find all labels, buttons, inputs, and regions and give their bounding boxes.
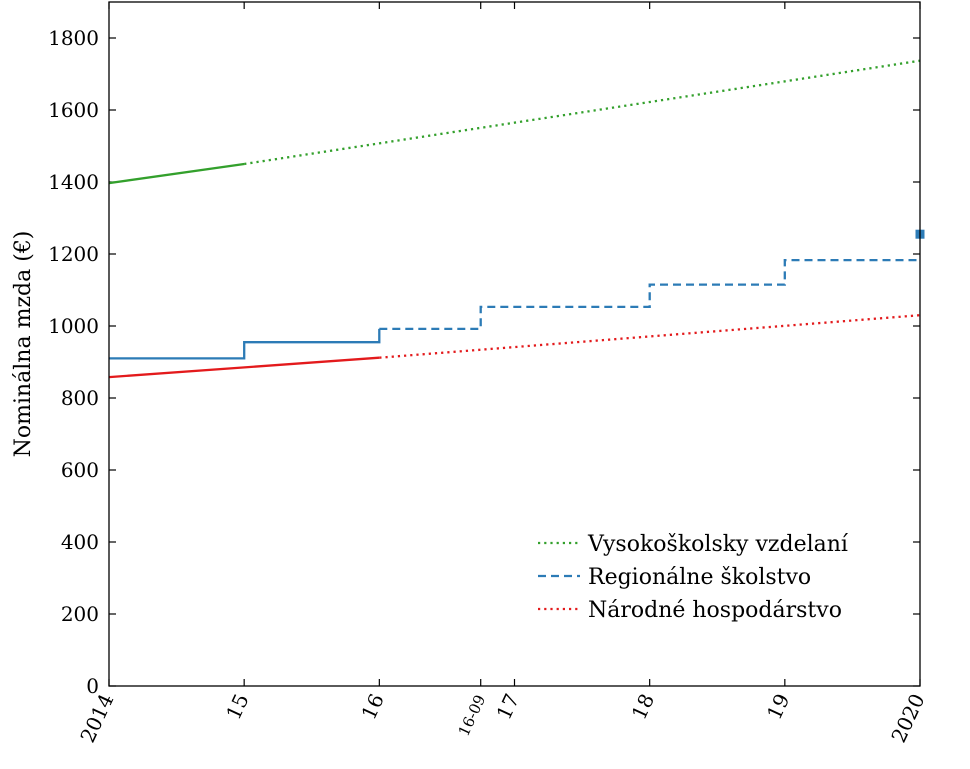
x-tick-label: 2020 — [886, 690, 929, 746]
y-tick-label: 200 — [61, 602, 99, 626]
series-2 — [108, 314, 921, 379]
y-tick-label: 1600 — [48, 98, 99, 122]
x-tick-label: 2014 — [75, 690, 118, 746]
series-line-solid — [109, 328, 381, 360]
y-tick-label: 1000 — [48, 314, 99, 338]
x-tick-label: 16 — [356, 690, 389, 723]
y-tick-label: 1200 — [48, 242, 99, 266]
y-tick-label: 1800 — [48, 26, 99, 50]
y-tick-label: 400 — [61, 530, 99, 554]
series-line-dotted — [379, 314, 921, 359]
legend-label: Vysokoškolsky vzdelaní — [587, 532, 849, 557]
series-line-dotted — [244, 59, 921, 166]
series-layer — [108, 59, 925, 379]
series-1 — [109, 229, 925, 360]
x-tick-label: 16-09 — [455, 692, 490, 739]
x-tick-label: 19 — [762, 690, 795, 723]
plot-frame — [108, 1, 921, 687]
x-tick-label: 17 — [492, 690, 525, 723]
legend-label: Národné hospodárstvo — [588, 598, 842, 623]
x-tick-label: 18 — [627, 690, 660, 723]
series-line-solid — [108, 162, 245, 185]
axis-ticks: 0 200 400 600 800 1000 1200 1400 1600 1800 2014 15 1… — [48, 2, 930, 746]
y-axis-title: Nominálna mzda (€) — [11, 231, 36, 458]
legend: Vysokoškolsky vzdelaní Regionálne školstv… — [538, 532, 849, 623]
x-tick-label: 15 — [221, 690, 254, 723]
series-line-solid — [108, 356, 380, 379]
series-line-dashed — [379, 258, 920, 331]
y-tick-label: 600 — [61, 458, 99, 482]
legend-label: Regionálne školstvo — [588, 565, 811, 590]
series-0 — [108, 59, 921, 185]
y-tick-label: 1400 — [48, 170, 99, 194]
y-tick-label: 800 — [61, 386, 99, 410]
y-tick-label: 0 — [86, 674, 99, 698]
